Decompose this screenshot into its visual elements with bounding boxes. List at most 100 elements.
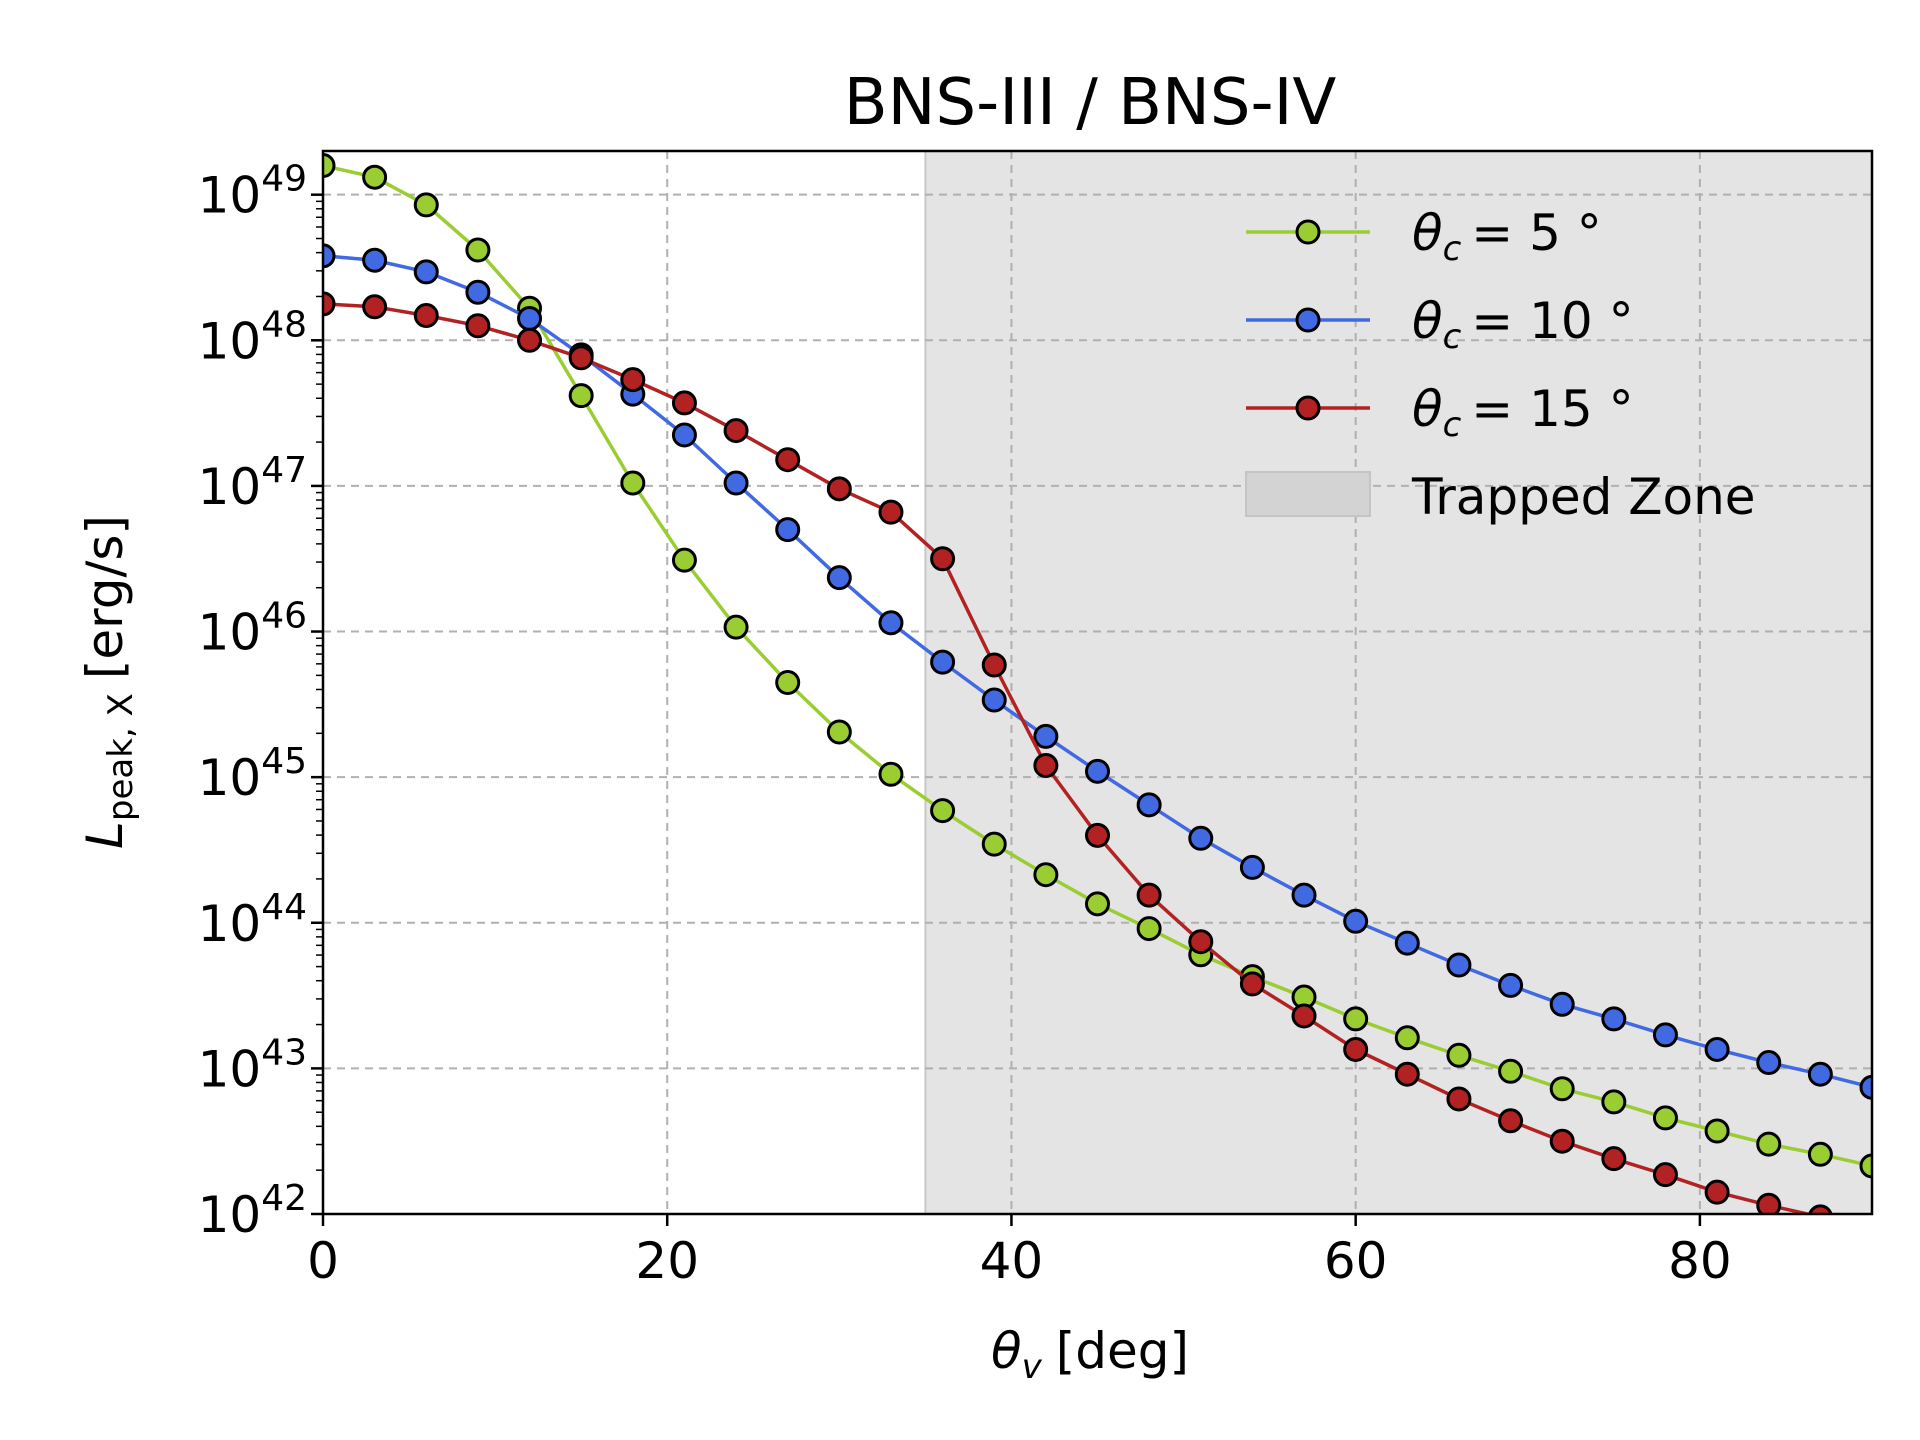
series-1-point-7 <box>671 422 697 448</box>
y-tick-label-6: 1048 <box>198 304 307 370</box>
series-0-point-2 <box>413 192 439 218</box>
legend-marker-0 <box>1295 219 1321 245</box>
series-2 <box>323 291 1833 1214</box>
series-0-point-24 <box>1549 1076 1575 1102</box>
chart-title: BNS-III / BNS-IV <box>844 66 1337 140</box>
series-0-point-26 <box>1652 1105 1678 1131</box>
series-1-point-1 <box>362 247 388 273</box>
series-1-point-20 <box>1343 908 1369 934</box>
series-0-point-29 <box>1807 1141 1833 1167</box>
legend-label-2-symbol: θ <box>1412 380 1443 438</box>
series-0-point-15 <box>1085 891 1110 917</box>
series-2-point-9 <box>775 447 801 473</box>
series-0-point-30 <box>1859 1153 1872 1179</box>
series-2-point-20 <box>1343 1036 1369 1062</box>
y-tick-label-4: 1046 <box>198 596 307 662</box>
series-0-point-0 <box>323 153 336 179</box>
y-tick-label-5: 1047 <box>198 450 307 516</box>
y-tick-label-2: 1044 <box>198 887 307 953</box>
series-0-point-20 <box>1343 1006 1369 1032</box>
series-1-point-8 <box>723 470 749 496</box>
series-0-point-16 <box>1136 916 1162 942</box>
series-1-point-9 <box>775 517 801 543</box>
x-tick-label-2: 40 <box>980 1232 1044 1290</box>
series-1-point-15 <box>1085 758 1110 784</box>
x-axis-label-unit: [deg] <box>1056 1322 1189 1380</box>
legend-label-1-subscript: c <box>1443 317 1462 357</box>
series-1-point-17 <box>1188 825 1214 851</box>
legend-label-trapped-zone: Trapped Zone <box>1411 468 1756 526</box>
series-0-point-12 <box>930 798 956 824</box>
series-1-point-14 <box>1033 723 1059 749</box>
legend-label-1: θc = 10 ° <box>1412 292 1634 357</box>
series-0-point-14 <box>1033 862 1059 888</box>
series-1-point-27 <box>1704 1036 1730 1062</box>
series-2-point-15 <box>1085 822 1110 848</box>
series-0-point-8 <box>723 614 749 640</box>
y-tick-label-base-4: 10 <box>198 604 262 662</box>
grid-layer <box>323 151 1872 1214</box>
y-tick-label-base-7: 10 <box>198 167 262 225</box>
series-2-point-29 <box>1808 1204 1833 1214</box>
series-2-point-28 <box>1756 1192 1782 1214</box>
legend-marker-1 <box>1295 307 1321 333</box>
legend-label-1-symbol: θ <box>1412 292 1443 350</box>
series-1-point-22 <box>1446 952 1472 978</box>
y-tick-label-power-0: 42 <box>261 1178 307 1219</box>
series-2-point-16 <box>1136 882 1162 908</box>
y-axis-label-symbol: L <box>76 821 134 849</box>
series-0-point-3 <box>465 237 491 263</box>
series-1-point-21 <box>1394 930 1420 956</box>
legend-label-0-symbol: θ <box>1412 204 1443 262</box>
series-1-point-10 <box>826 565 852 591</box>
series-0-point-6 <box>620 470 646 496</box>
x-axis-label-subscript: v <box>1022 1347 1043 1387</box>
x-tick-label-0: 0 <box>307 1232 339 1290</box>
series-2-point-11 <box>878 499 904 525</box>
series-2-point-18 <box>1239 971 1265 997</box>
y-tick-label-7: 1049 <box>198 159 307 225</box>
y-tick-label-power-5: 47 <box>261 450 307 491</box>
series-0-point-25 <box>1601 1089 1627 1115</box>
legend-entry-2: θc = 15 ° <box>1246 380 1634 445</box>
y-tick-label-0: 1042 <box>198 1178 307 1244</box>
legend-label-0-value: = 5 ° <box>1471 204 1602 262</box>
series-0-point-1 <box>362 164 388 190</box>
x-tick-label-4: 80 <box>1668 1232 1732 1290</box>
series-1-point-13 <box>981 687 1007 713</box>
series-1-point-11 <box>878 610 904 636</box>
series-2-point-24 <box>1549 1128 1575 1154</box>
series-2-point-4 <box>517 327 543 353</box>
series-2-point-22 <box>1446 1086 1472 1112</box>
series-1-point-18 <box>1239 854 1265 880</box>
y-tick-label-power-4: 46 <box>261 596 307 637</box>
y-tick-label-base-1: 10 <box>198 1040 262 1098</box>
series-2-point-8 <box>723 418 749 444</box>
series-2-point-6 <box>620 367 646 393</box>
y-tick-label-1: 1043 <box>198 1032 307 1098</box>
legend-label-2-subscript: c <box>1443 405 1462 445</box>
y-tick-label-power-3: 45 <box>261 741 307 782</box>
series-0-point-23 <box>1498 1058 1524 1084</box>
series-1-point-23 <box>1498 972 1524 998</box>
series-2-point-1 <box>362 294 388 320</box>
series-1-point-24 <box>1549 991 1575 1017</box>
series-0-point-27 <box>1704 1118 1730 1144</box>
y-tick-label-base-2: 10 <box>198 895 262 953</box>
y-tick-label-power-6: 48 <box>261 304 307 345</box>
series-2-point-13 <box>981 652 1007 678</box>
series-0-point-11 <box>878 761 904 787</box>
series-1-point-25 <box>1601 1006 1627 1032</box>
y-tick-label-power-1: 43 <box>261 1032 307 1073</box>
series-1-point-26 <box>1652 1022 1678 1048</box>
series-1-point-29 <box>1807 1061 1833 1087</box>
x-axis-label-symbol: θ <box>991 1322 1022 1380</box>
series-layer <box>323 153 1872 1214</box>
series-1-point-28 <box>1756 1050 1782 1076</box>
x-axis-label: θv [deg] <box>991 1322 1189 1387</box>
y-tick-label-base-3: 10 <box>198 749 262 807</box>
x-tick-layer: 0 20 40 60 80 <box>307 1214 1732 1290</box>
series-0-point-13 <box>981 831 1007 857</box>
